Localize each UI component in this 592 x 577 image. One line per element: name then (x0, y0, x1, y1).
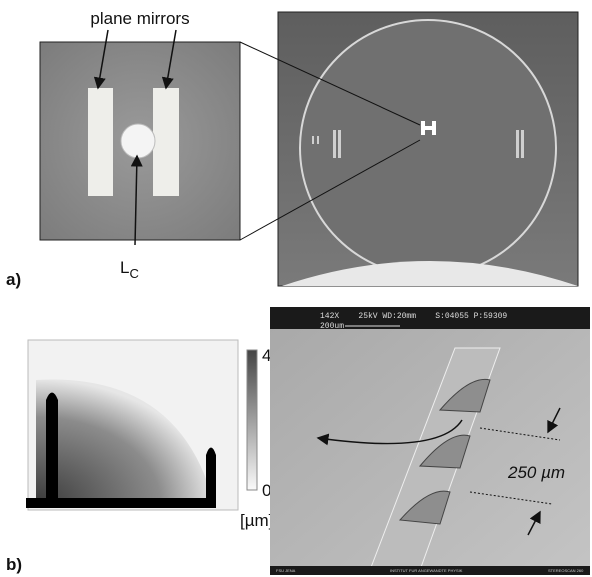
sem-scale-bar: 200um (320, 322, 344, 331)
annotation: plane mirrors (90, 9, 189, 28)
lens-label: LC (120, 258, 139, 281)
lens-label-main: L (120, 258, 129, 277)
sem-footer: FSU JENA (276, 568, 296, 573)
lens-label-sub: C (129, 266, 138, 281)
colorbar (247, 350, 257, 490)
panel-b: 40 0 [µm] b) 142X 25kV WD:20mm S:04055 P… (6, 307, 590, 575)
sem-header: 142X 25kV WD:20mm S:04055 P:59309 (320, 312, 507, 321)
lens (121, 124, 155, 158)
colorbar-unit: [µm] (240, 511, 273, 530)
panel-a: plane mirrors LC a) (6, 9, 578, 289)
mirror (88, 88, 113, 196)
mirror (153, 88, 179, 196)
sem-footer: STEREOSCAN 260 (548, 568, 584, 573)
dimension-label: 250 µm (507, 463, 565, 482)
panel-label: b) (6, 555, 22, 574)
figure: plane mirrors LC a) 40 0 [µm] b) 142X 25… (0, 0, 592, 577)
sem-footer: INSTITUT FUR ANGEWANDTE PHYSIK (390, 568, 463, 573)
panel-label: a) (6, 270, 21, 289)
